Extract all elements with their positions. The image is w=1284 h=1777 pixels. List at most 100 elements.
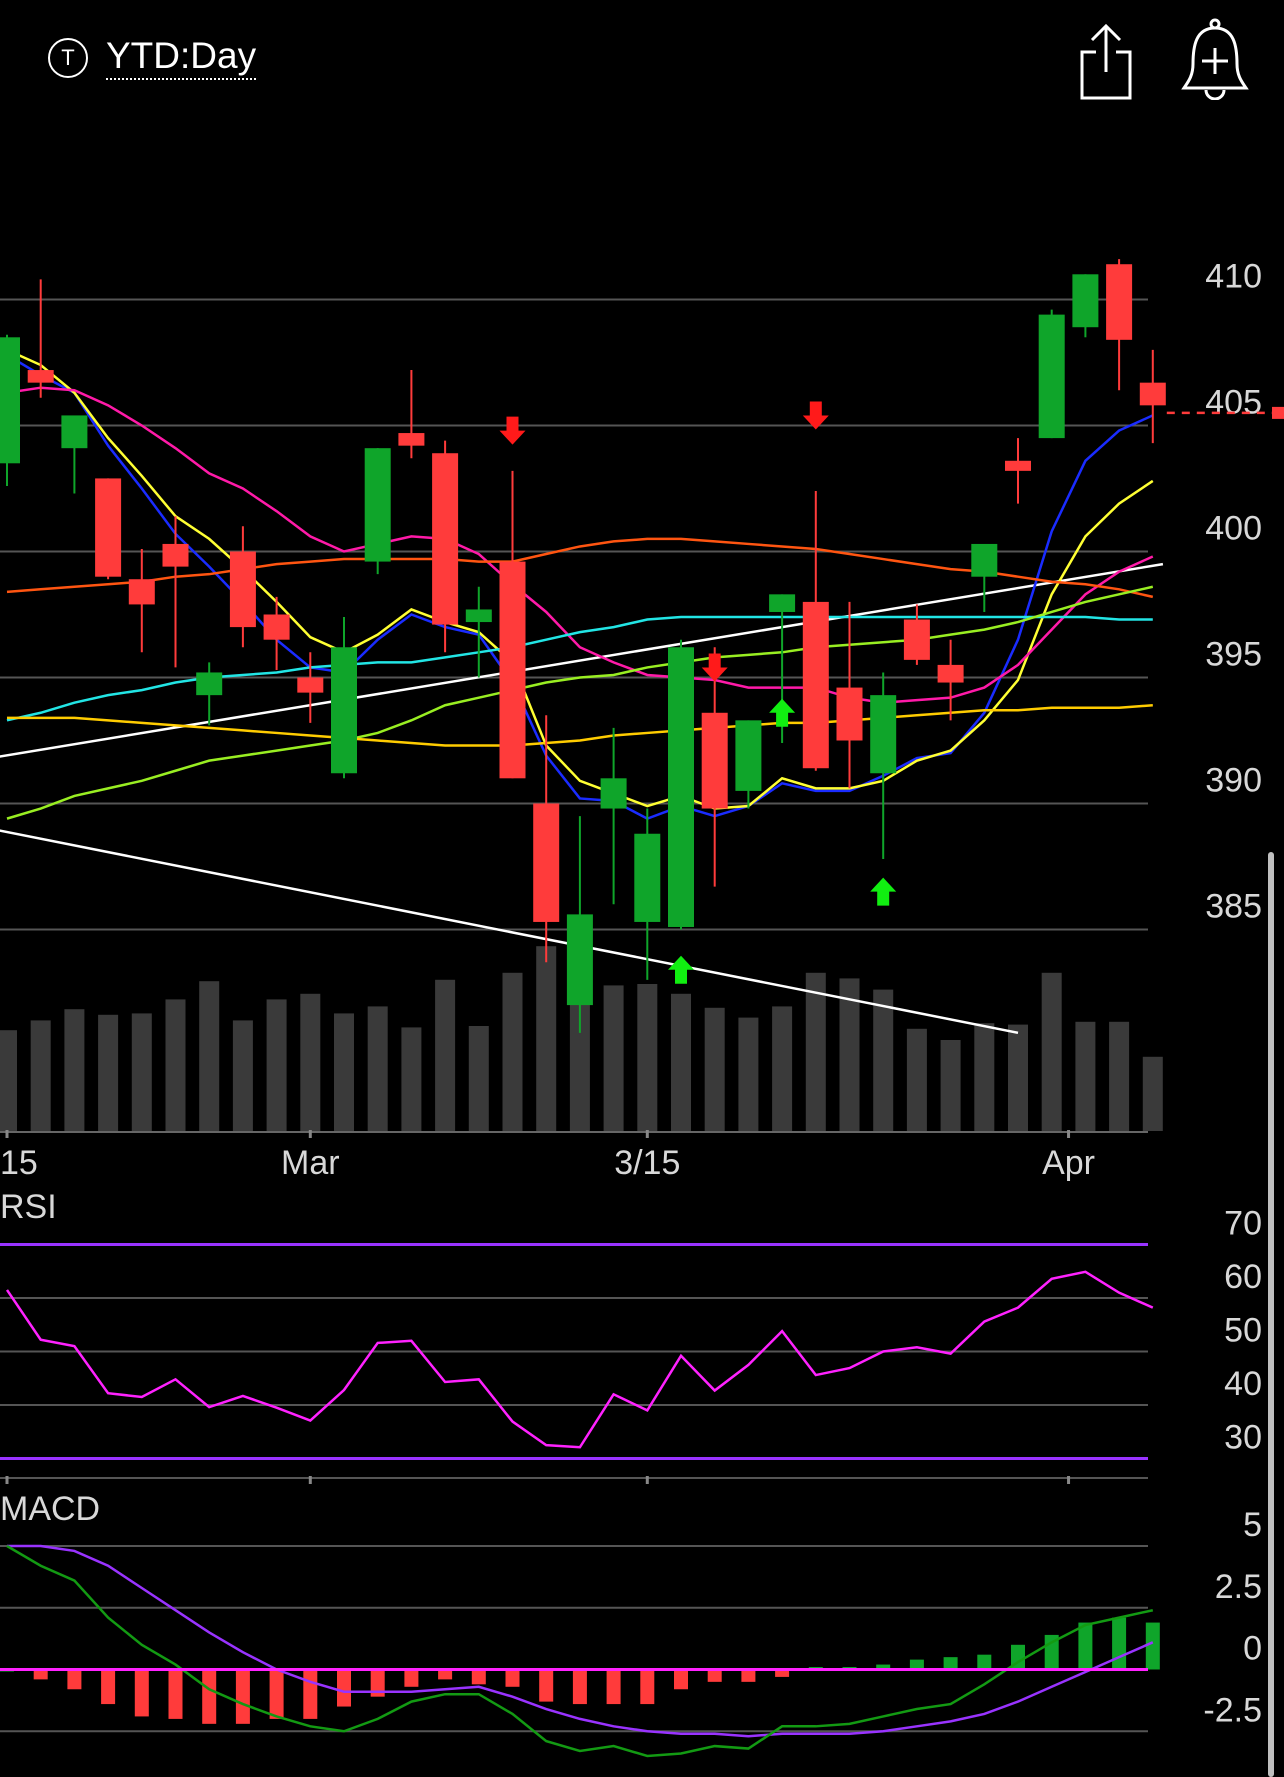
moving-average-line [7,703,1153,747]
rsi-tick-label: 40 [1224,1365,1262,1403]
volume-bar [906,1028,927,1131]
macd-histogram-bar [876,1664,891,1670]
sell-signal-arrow [802,401,829,430]
candle-body [95,478,122,577]
volume-bar [974,1023,995,1131]
candle-body [668,647,694,927]
volume-bar [637,984,658,1131]
macd-histogram-bar [269,1669,284,1719]
candle-body [1072,274,1099,328]
buy-signal-arrow [668,955,694,984]
volume-bar [940,1040,961,1131]
moving-average-line [6,585,1154,820]
top-bar: T YTD:Day [0,0,1284,120]
moving-average-line [6,353,1154,820]
macd-histogram-bar [775,1669,790,1677]
macd-histogram-bar [404,1669,419,1687]
volume-bar [98,1014,119,1131]
macd-histogram-bar [101,1669,116,1705]
macd-histogram-bar [33,1669,48,1680]
volume-bar [603,985,624,1131]
candle-body [1038,314,1065,439]
macd-histogram-bar [539,1669,554,1702]
trendline [0,562,1164,758]
macd-histogram-bar [909,1659,924,1670]
rsi-title: RSI [0,1188,57,1226]
candle-body [229,551,256,628]
macd-histogram-bar [1112,1617,1127,1670]
volume-bar [232,1020,253,1131]
volume-bar [839,978,860,1131]
moving-average-line [6,348,1154,810]
macd-histogram-bar [370,1669,385,1697]
candle-body [870,695,897,774]
price-tick-label: 385 [1205,888,1262,926]
price-tick-label: 410 [1205,258,1262,296]
candle-body [533,803,560,922]
macd-histogram-bar [235,1669,250,1724]
rsi-tick-label: 50 [1224,1312,1262,1350]
vertical-scrollbar[interactable] [1268,852,1274,1777]
price-tick-label: 390 [1205,762,1262,800]
volume-bar [772,1006,793,1131]
macd-histogram-bar [168,1669,183,1719]
rsi-tick-label: 70 [1224,1205,1262,1243]
candle-body [263,614,290,640]
volume-bar [738,1017,759,1131]
macd-histogram-bar [977,1654,992,1670]
candle-body [465,609,492,623]
candle-body [937,664,964,683]
macd-histogram-bar [640,1669,655,1705]
macd-signal-line [7,1544,1154,1738]
candle-body [600,778,627,809]
candle-body [903,619,930,660]
candle-body [1106,264,1133,340]
volume-bar [1109,1021,1130,1131]
macd-histogram-bar [943,1657,958,1670]
add-alert-bell-icon[interactable] [1180,18,1250,101]
x-tick-label: Mar [281,1144,340,1182]
candle-body [971,543,998,577]
macd-histogram-bar [707,1669,722,1682]
candle-body [634,833,661,922]
share-icon[interactable] [1076,20,1136,100]
candle-body [196,672,223,696]
volume-bar [873,989,894,1131]
moving-average-line [6,386,1154,704]
candle-body [735,720,762,791]
volume-bar [367,1006,388,1131]
volume-bar [704,1007,725,1131]
volume-bar [536,946,557,1131]
trendline [0,829,1019,1035]
volume-bar [468,1026,489,1131]
macd-histogram-bar [303,1669,318,1719]
candle-body [331,647,357,774]
macd-title: MACD [0,1490,100,1528]
volume-bar [1008,1024,1028,1131]
volume-bar [671,993,691,1131]
macd-tick-label: -2.5 [1203,1691,1262,1729]
moving-average-line [6,615,1153,722]
macd-histogram-bar [202,1669,217,1724]
candle-body [1005,460,1031,471]
volume-bar [334,1013,354,1131]
volume-bar [300,993,321,1131]
macd-histogram-bar [505,1669,520,1687]
period-clock-icon[interactable]: T [48,38,88,78]
volume-bar [435,979,456,1131]
macd-line [6,1544,1154,1758]
volume-bar [199,981,220,1131]
volume-bar [502,972,523,1131]
macd-histogram-bar [606,1669,621,1705]
macd-histogram-bar [471,1669,486,1685]
rsi-tick-label: 30 [1224,1419,1262,1457]
rsi-line [5,1270,1154,1449]
volume-bar [0,1030,17,1131]
candle-body [566,914,593,1006]
last-price-marker [1272,406,1284,419]
volume-bar [1041,972,1062,1131]
period-selector[interactable]: YTD:Day [106,34,257,80]
x-tick-label: 15 [0,1144,38,1182]
volume-bar [805,972,826,1131]
